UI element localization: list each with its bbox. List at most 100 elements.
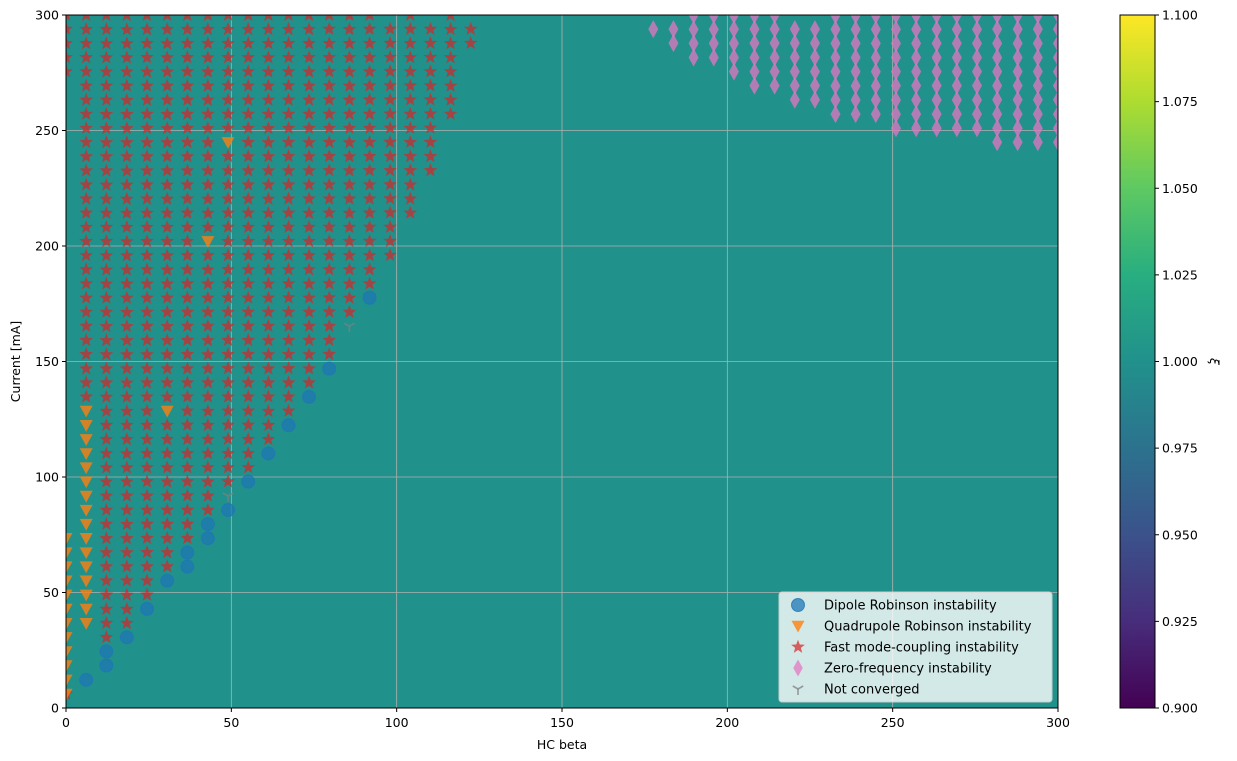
fast-mode-coupling-instability-point — [99, 616, 114, 630]
fast-mode-coupling-instability-point — [302, 135, 316, 149]
zero-frequency-instability-point — [1053, 105, 1058, 124]
zero-frequency-instability-point — [1012, 119, 1023, 138]
colorbar-tick-label: 1.000 — [1162, 354, 1198, 369]
fast-mode-coupling-instability-point — [443, 36, 458, 50]
fast-mode-coupling-instability-point — [221, 248, 235, 262]
zero-frequency-instability-point — [931, 15, 942, 24]
zero-frequency-instability-point — [1012, 133, 1023, 152]
fast-mode-coupling-instability-point — [201, 50, 215, 64]
fast-mode-coupling-instability-point — [140, 234, 154, 248]
fast-mode-coupling-instability-point — [180, 417, 195, 431]
quadrupole-robinson-instability-point — [79, 589, 93, 602]
quadrupole-robinson-instability-point — [79, 618, 93, 630]
y-tick-label: 50 — [43, 585, 59, 600]
quadrupole-robinson-instability-point — [79, 533, 93, 545]
dipole-robinson-instability-point — [99, 644, 114, 659]
zero-frequency-instability-point — [931, 76, 942, 95]
legend-marker — [791, 598, 805, 612]
fast-mode-coupling-instability-point — [160, 290, 175, 304]
fast-mode-coupling-instability-point — [120, 488, 134, 502]
fast-mode-coupling-instability-point — [101, 15, 111, 22]
fast-mode-coupling-instability-point — [99, 262, 114, 276]
fast-mode-coupling-instability-point — [79, 304, 94, 318]
y-tick-label: 100 — [35, 470, 59, 485]
fast-mode-coupling-instability-point — [180, 531, 195, 545]
fast-mode-coupling-instability-point — [281, 205, 296, 219]
zero-frequency-instability-point — [1053, 133, 1058, 152]
fast-mode-coupling-instability-point — [403, 64, 418, 78]
fast-mode-coupling-instability-point — [140, 545, 154, 559]
zero-frequency-instability-point — [1032, 133, 1043, 152]
legend: Dipole Robinson instability Quadrupole Ro… — [778, 591, 1053, 703]
fast-mode-coupling-instability-point — [405, 15, 415, 21]
zero-frequency-instability-point — [971, 34, 982, 53]
fast-mode-coupling-instability-point — [140, 502, 154, 516]
zero-frequency-instability-point — [1032, 105, 1043, 124]
fast-mode-coupling-instability-point — [383, 78, 397, 92]
fast-mode-coupling-instability-point — [241, 106, 256, 120]
fast-mode-coupling-instability-point — [201, 36, 215, 50]
fast-mode-coupling-instability-point — [221, 149, 235, 163]
fast-mode-coupling-instability-point — [221, 262, 235, 276]
zero-frequency-instability-point — [789, 34, 800, 53]
fast-mode-coupling-instability-point — [160, 333, 175, 347]
fast-mode-coupling-instability-point — [403, 21, 418, 35]
fast-mode-coupling-instability-point — [383, 163, 397, 177]
zero-frequency-instability-point — [890, 48, 901, 67]
fast-mode-coupling-instability-point — [281, 219, 296, 233]
fast-mode-coupling-instability-point — [120, 177, 134, 191]
fast-mode-coupling-instability-point — [99, 516, 114, 530]
fast-mode-coupling-instability-point — [261, 177, 276, 191]
fast-mode-coupling-instability-point — [281, 276, 296, 290]
fast-mode-coupling-instability-point — [281, 361, 296, 375]
fast-mode-coupling-instability-point — [221, 106, 235, 120]
dipole-robinson-instability-point — [160, 573, 175, 588]
zero-frequency-instability-point — [1012, 105, 1023, 124]
fast-mode-coupling-instability-point — [160, 262, 175, 276]
zero-frequency-instability-point — [1053, 15, 1058, 24]
dipole-robinson-instability-point — [241, 474, 256, 489]
fast-mode-coupling-instability-point — [180, 318, 195, 332]
fast-mode-coupling-instability-point — [322, 191, 337, 205]
fast-mode-coupling-instability-point — [261, 191, 276, 205]
fast-mode-coupling-instability-point — [342, 206, 357, 220]
fast-mode-coupling-instability-point — [221, 333, 235, 347]
dipole-robinson-instability-point — [200, 517, 215, 532]
fast-mode-coupling-instability-point — [362, 248, 377, 262]
fast-mode-coupling-instability-point — [221, 50, 235, 64]
zero-frequency-instability-point — [1012, 15, 1023, 24]
fast-mode-coupling-instability-point — [79, 163, 94, 177]
fast-mode-coupling-instability-point — [160, 531, 175, 545]
zero-frequency-instability-point — [728, 20, 739, 39]
legend-marker — [793, 659, 803, 677]
fast-mode-coupling-instability-point — [342, 22, 357, 36]
zero-frequency-instability-point — [911, 15, 922, 24]
zero-frequency-instability-point — [1053, 62, 1058, 81]
fast-mode-coupling-instability-point — [221, 276, 235, 290]
fast-mode-coupling-instability-point — [160, 446, 175, 460]
zero-frequency-instability-point — [809, 62, 820, 81]
fast-mode-coupling-instability-point — [302, 120, 316, 135]
x-tick-label: 250 — [881, 715, 905, 730]
dipole-robinson-instability-point — [99, 658, 114, 673]
colorbar — [1119, 14, 1156, 709]
fast-mode-coupling-instability-point — [180, 389, 195, 403]
fast-mode-coupling-instability-point — [443, 22, 458, 36]
dipole-robinson-instability-point — [261, 446, 276, 461]
fast-mode-coupling-instability-point — [99, 121, 114, 135]
quadrupole-robinson-instability-point — [79, 462, 93, 475]
fast-mode-coupling-instability-point — [221, 177, 235, 191]
fast-mode-coupling-instability-point — [221, 431, 235, 445]
zero-frequency-instability-point — [992, 133, 1003, 152]
fast-mode-coupling-instability-point — [99, 149, 114, 163]
fast-mode-coupling-instability-point — [120, 573, 134, 587]
fast-mode-coupling-instability-point — [120, 78, 134, 92]
fast-mode-coupling-instability-point — [201, 502, 215, 516]
fast-mode-coupling-instability-point — [140, 389, 154, 403]
fast-mode-coupling-instability-point — [99, 474, 114, 488]
fast-mode-coupling-instability-point — [322, 318, 337, 332]
fast-mode-coupling-instability-point — [201, 375, 215, 389]
fast-mode-coupling-instability-point — [160, 177, 175, 191]
fast-mode-coupling-instability-point — [322, 347, 337, 361]
